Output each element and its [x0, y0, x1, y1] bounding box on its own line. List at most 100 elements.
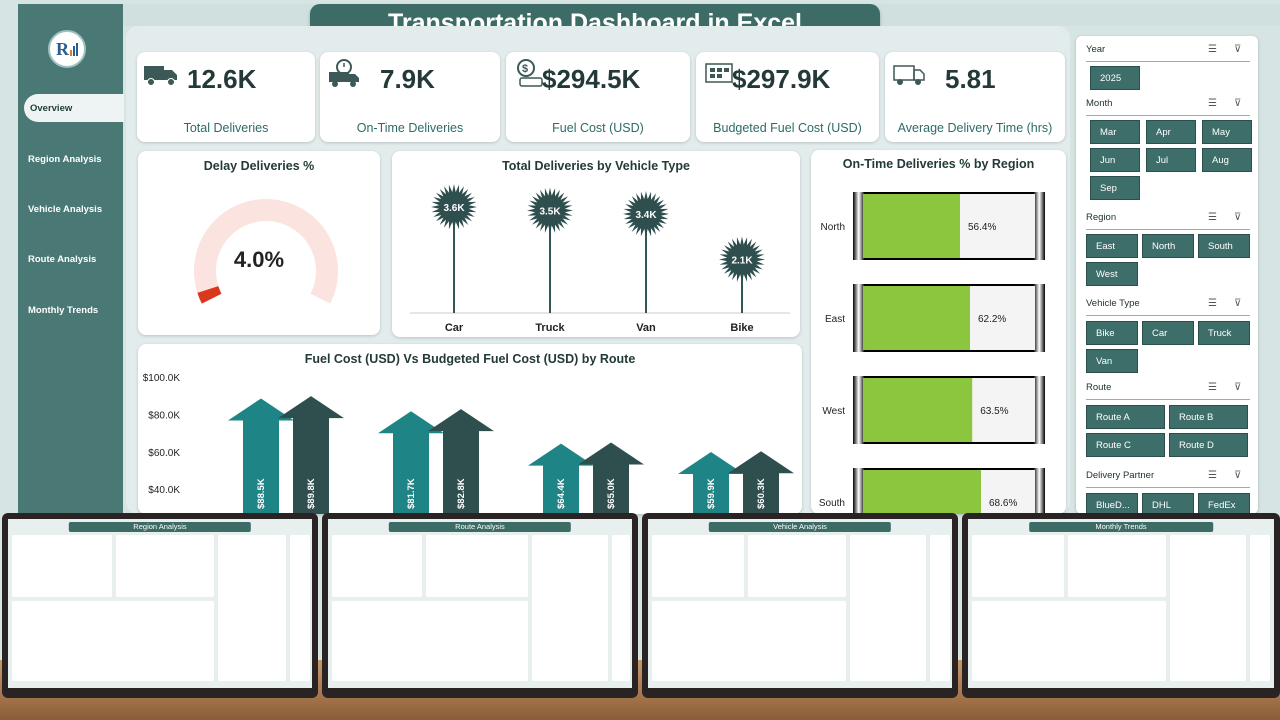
clear-filter-icon[interactable]: ⊽	[1234, 212, 1242, 223]
arrow-bar	[728, 451, 794, 514]
monitor-monthly-trends: Monthly Trends	[962, 513, 1280, 698]
bar-fill	[863, 286, 970, 350]
slicer-route-header: Route ☰ ⊽	[1086, 382, 1250, 400]
delay-deliveries-card: Delay Deliveries % 4.0%	[138, 151, 380, 335]
kpi-card-budgeted-fuel-cost: $297.9K Budgeted Fuel Cost (USD)	[696, 52, 879, 142]
monitor-route-analysis: Route Analysis	[322, 513, 638, 698]
mini-bar-chart	[652, 535, 744, 597]
category-label: Car	[445, 322, 464, 334]
mini-slicers	[290, 535, 310, 681]
arrow-bar	[278, 396, 344, 514]
slicer-chip-sep[interactable]: Sep	[1090, 176, 1140, 200]
monitor-screen: Route Analysis	[328, 519, 632, 688]
slicer-chip-jul[interactable]: Jul	[1146, 148, 1196, 172]
slicer-title: Delivery Partner	[1086, 470, 1155, 481]
mini-arrow-chart	[12, 601, 214, 681]
multi-select-icon[interactable]: ☰	[1208, 212, 1217, 223]
category-label: Bike	[730, 322, 753, 334]
multi-select-icon[interactable]: ☰	[1208, 470, 1217, 481]
clear-filter-icon[interactable]: ⊽	[1234, 98, 1242, 109]
slicer-chip-may[interactable]: May	[1202, 120, 1252, 144]
slicer-chip-van[interactable]: Van	[1086, 349, 1138, 373]
slicer-chip-truck[interactable]: Truck	[1198, 321, 1250, 345]
slicer-chip-east[interactable]: East	[1086, 234, 1138, 258]
slicer-chip-route-b[interactable]: Route B	[1169, 405, 1248, 429]
kpi-label: Budgeted Fuel Cost (USD)	[713, 121, 862, 135]
clear-filter-icon[interactable]: ⊽	[1234, 382, 1242, 393]
slicer-title: Region	[1086, 212, 1117, 223]
slicer-chip-car[interactable]: Car	[1142, 321, 1194, 345]
y-tick-label: $100.0K	[143, 373, 181, 384]
slicer-title: Year	[1086, 44, 1106, 55]
mini-arrow-chart	[652, 601, 846, 681]
gauge-fill	[197, 286, 222, 304]
data-label: 2.1K	[731, 256, 753, 267]
slicer-chip-2025[interactable]: 2025	[1090, 66, 1140, 90]
multi-select-icon[interactable]: ☰	[1208, 382, 1217, 393]
clear-filter-icon[interactable]: ⊽	[1234, 470, 1242, 481]
mini-area-chart	[332, 601, 528, 681]
mini-line-chart	[116, 535, 214, 597]
slicer-chip-west[interactable]: West	[1086, 262, 1138, 286]
lollipop-head	[719, 236, 765, 283]
category-label: North	[821, 222, 845, 233]
monitor-region-analysis: Region Analysis	[2, 513, 318, 698]
category-label: South	[819, 498, 845, 509]
sidebar-item-vehicle-analysis[interactable]: Vehicle Analysis	[28, 204, 103, 215]
monitor-title: Vehicle Analysis	[708, 522, 892, 532]
slicer-chip-bike[interactable]: Bike	[1086, 321, 1138, 345]
clear-filter-icon[interactable]: ⊽	[1234, 298, 1242, 309]
data-label: 3.6K	[443, 203, 465, 214]
gauge-track	[194, 199, 338, 304]
kpi-label: On-Time Deliveries	[356, 121, 464, 135]
fuel-cost-icon: $	[517, 59, 543, 87]
svg-text:R: R	[56, 39, 70, 59]
sidebar-item-overview[interactable]: Overview	[24, 94, 124, 122]
kpi-card-on-time-deliveries: 7.9K On-Time Deliveries	[320, 52, 500, 142]
sidebar-item-region-analysis[interactable]: Region Analysis	[28, 154, 102, 165]
chart-title: Fuel Cost (USD) Vs Budgeted Fuel Cost (U…	[304, 352, 636, 366]
monitor-title: Monthly Trends	[1029, 522, 1213, 532]
category-label: West	[822, 406, 845, 417]
data-label: $81.7K	[406, 478, 417, 509]
multi-select-icon[interactable]: ☰	[1208, 44, 1217, 55]
slicer-chip-jun[interactable]: Jun	[1090, 148, 1140, 172]
slicer-chip-south[interactable]: South	[1198, 234, 1250, 258]
slicer-year-header: Year ☰ ⊽	[1086, 44, 1250, 62]
monitor-vehicle-analysis: Vehicle Analysis	[642, 513, 958, 698]
vehicle-type-chart-card: Total Deliveries by Vehicle Type 3.6K Car…	[392, 151, 800, 337]
sidebar-item-label: Overview	[30, 102, 73, 114]
multi-select-icon[interactable]: ☰	[1208, 298, 1217, 309]
mini-slicers	[612, 535, 630, 681]
mini-line-chart	[748, 535, 846, 597]
slicer-chip-route-a[interactable]: Route A	[1086, 405, 1165, 429]
data-label: $64.4K	[556, 478, 567, 509]
slicer-chip-route-d[interactable]: Route D	[1169, 433, 1248, 457]
arrow-bar	[578, 442, 644, 514]
slicer-panel: Year ☰ ⊽ 2025 Month ☰ ⊽ Mar Apr May Jun …	[1076, 36, 1258, 517]
mini-arrow-chart	[850, 535, 926, 681]
sidebar-item-route-analysis[interactable]: Route Analysis	[28, 254, 97, 265]
kpi-value: 7.9K	[380, 64, 435, 94]
route-fuel-chart-card: Fuel Cost (USD) Vs Budgeted Fuel Cost (U…	[138, 344, 802, 514]
data-label: 3.5K	[539, 207, 561, 218]
arrow-bar	[428, 409, 494, 514]
slicer-chip-mar[interactable]: Mar	[1090, 120, 1140, 144]
bar-fill	[863, 194, 961, 258]
chart-title: Delay Deliveries %	[203, 159, 315, 173]
slicer-chip-aug[interactable]: Aug	[1202, 148, 1252, 172]
multi-select-icon[interactable]: ☰	[1208, 98, 1217, 109]
truck-icon	[144, 66, 177, 86]
slicer-chip-route-c[interactable]: Route C	[1086, 433, 1165, 457]
arrow-bar	[528, 443, 594, 514]
sidebar-item-monthly-trends[interactable]: Monthly Trends	[28, 305, 99, 316]
slicer-chip-apr[interactable]: Apr	[1146, 120, 1196, 144]
vehicle-type-chart: 3.6K Car 3.5K Truck 3.4K Van 2.1K Bike	[410, 184, 790, 334]
budget-icon	[705, 63, 733, 83]
bar-fill	[863, 470, 981, 514]
monitor-screen: Region Analysis	[8, 519, 312, 688]
clear-filter-icon[interactable]: ⊽	[1234, 44, 1242, 55]
slicer-chip-north[interactable]: North	[1142, 234, 1194, 258]
slicer-vehicle-header: Vehicle Type ☰ ⊽	[1086, 298, 1250, 316]
